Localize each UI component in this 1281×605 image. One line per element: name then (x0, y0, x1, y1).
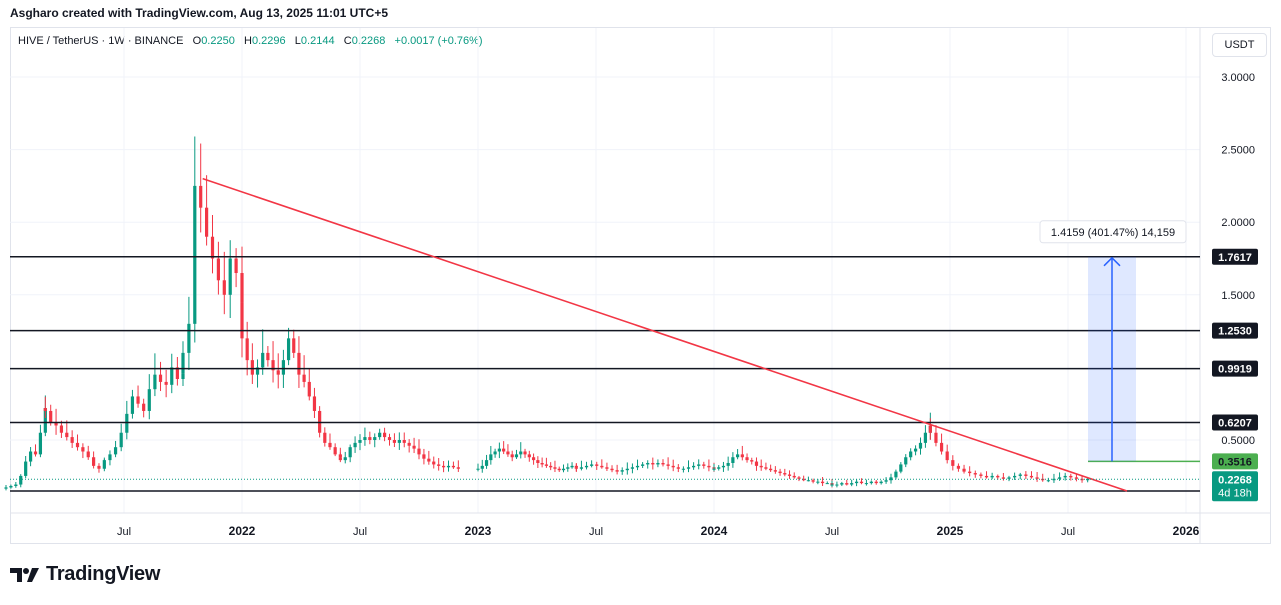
chart-credit: Asgharo created with TradingView.com, Au… (10, 6, 389, 20)
high-value: 0.2296 (251, 35, 286, 47)
tradingview-logo-icon (10, 567, 39, 582)
symbol-label[interactable]: HIVE / TetherUS · 1W · BINANCE (18, 35, 184, 47)
high-label: H (244, 35, 252, 47)
chart-frame[interactable] (10, 27, 1271, 544)
brand-name: TradingView (46, 563, 161, 585)
open-label: O (192, 35, 202, 47)
tradingview-logo[interactable]: TradingView (10, 563, 160, 586)
low-label: L (294, 35, 301, 47)
candle-body (4, 487, 8, 489)
currency-unit-button[interactable]: USDT (1212, 33, 1267, 57)
close-value: 0.2268 (351, 35, 386, 47)
low-value: 0.2144 (300, 35, 335, 47)
close-label: C (343, 35, 352, 47)
symbol-legend: HIVE / TetherUS · 1W · BINANCE O0.2250 H… (18, 35, 483, 47)
open-value: 0.2250 (201, 35, 235, 47)
change-value: +0.0017 (+0.76%) (394, 35, 483, 47)
